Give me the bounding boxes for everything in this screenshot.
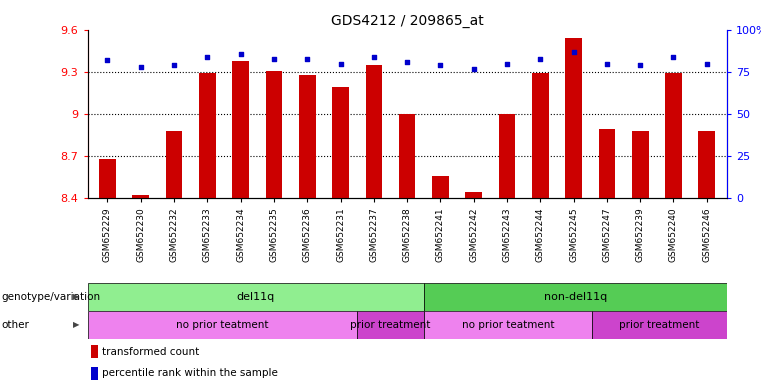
Bar <box>424 311 592 339</box>
Bar <box>632 131 648 198</box>
Point <box>335 61 347 67</box>
Bar <box>498 114 515 198</box>
Point <box>401 59 413 65</box>
Text: transformed count: transformed count <box>102 347 199 357</box>
Point <box>135 64 147 70</box>
Bar <box>357 311 424 339</box>
Bar <box>88 283 424 311</box>
Point <box>201 54 213 60</box>
Bar <box>665 73 682 198</box>
Bar <box>365 65 382 198</box>
Text: ▶: ▶ <box>73 321 80 329</box>
Bar <box>266 71 282 198</box>
Point <box>568 49 580 55</box>
Bar <box>91 367 98 379</box>
Text: genotype/variation: genotype/variation <box>2 292 100 302</box>
Bar <box>466 192 482 198</box>
Title: GDS4212 / 209865_at: GDS4212 / 209865_at <box>331 13 483 28</box>
Bar <box>88 311 357 339</box>
Text: no prior teatment: no prior teatment <box>176 320 269 330</box>
Bar <box>91 345 98 358</box>
Point <box>168 62 180 68</box>
Bar <box>699 131 715 198</box>
Bar <box>565 38 582 198</box>
Bar <box>99 159 116 198</box>
Bar <box>532 73 549 198</box>
Point <box>634 62 646 68</box>
Text: non-del11q: non-del11q <box>543 292 607 302</box>
Point <box>234 50 247 56</box>
Bar <box>132 195 149 198</box>
Bar <box>592 311 727 339</box>
Point <box>534 56 546 62</box>
Text: prior treatment: prior treatment <box>619 320 699 330</box>
Text: prior treatment: prior treatment <box>350 320 431 330</box>
Point <box>268 56 280 62</box>
Bar <box>399 114 416 198</box>
Text: del11q: del11q <box>237 292 275 302</box>
Text: percentile rank within the sample: percentile rank within the sample <box>102 368 278 378</box>
Text: no prior teatment: no prior teatment <box>462 320 554 330</box>
Point <box>667 54 680 60</box>
Point <box>701 61 713 67</box>
Bar <box>166 131 183 198</box>
Bar <box>432 175 449 198</box>
Point <box>468 66 480 72</box>
Bar <box>424 283 727 311</box>
Point <box>101 57 113 63</box>
Text: ▶: ▶ <box>73 293 80 301</box>
Point <box>601 61 613 67</box>
Bar <box>199 73 215 198</box>
Bar <box>232 61 249 198</box>
Point <box>301 56 314 62</box>
Bar <box>333 88 349 198</box>
Bar <box>599 129 615 198</box>
Point <box>435 62 447 68</box>
Text: other: other <box>2 320 30 330</box>
Point <box>501 61 513 67</box>
Point <box>368 54 380 60</box>
Bar <box>299 75 316 198</box>
